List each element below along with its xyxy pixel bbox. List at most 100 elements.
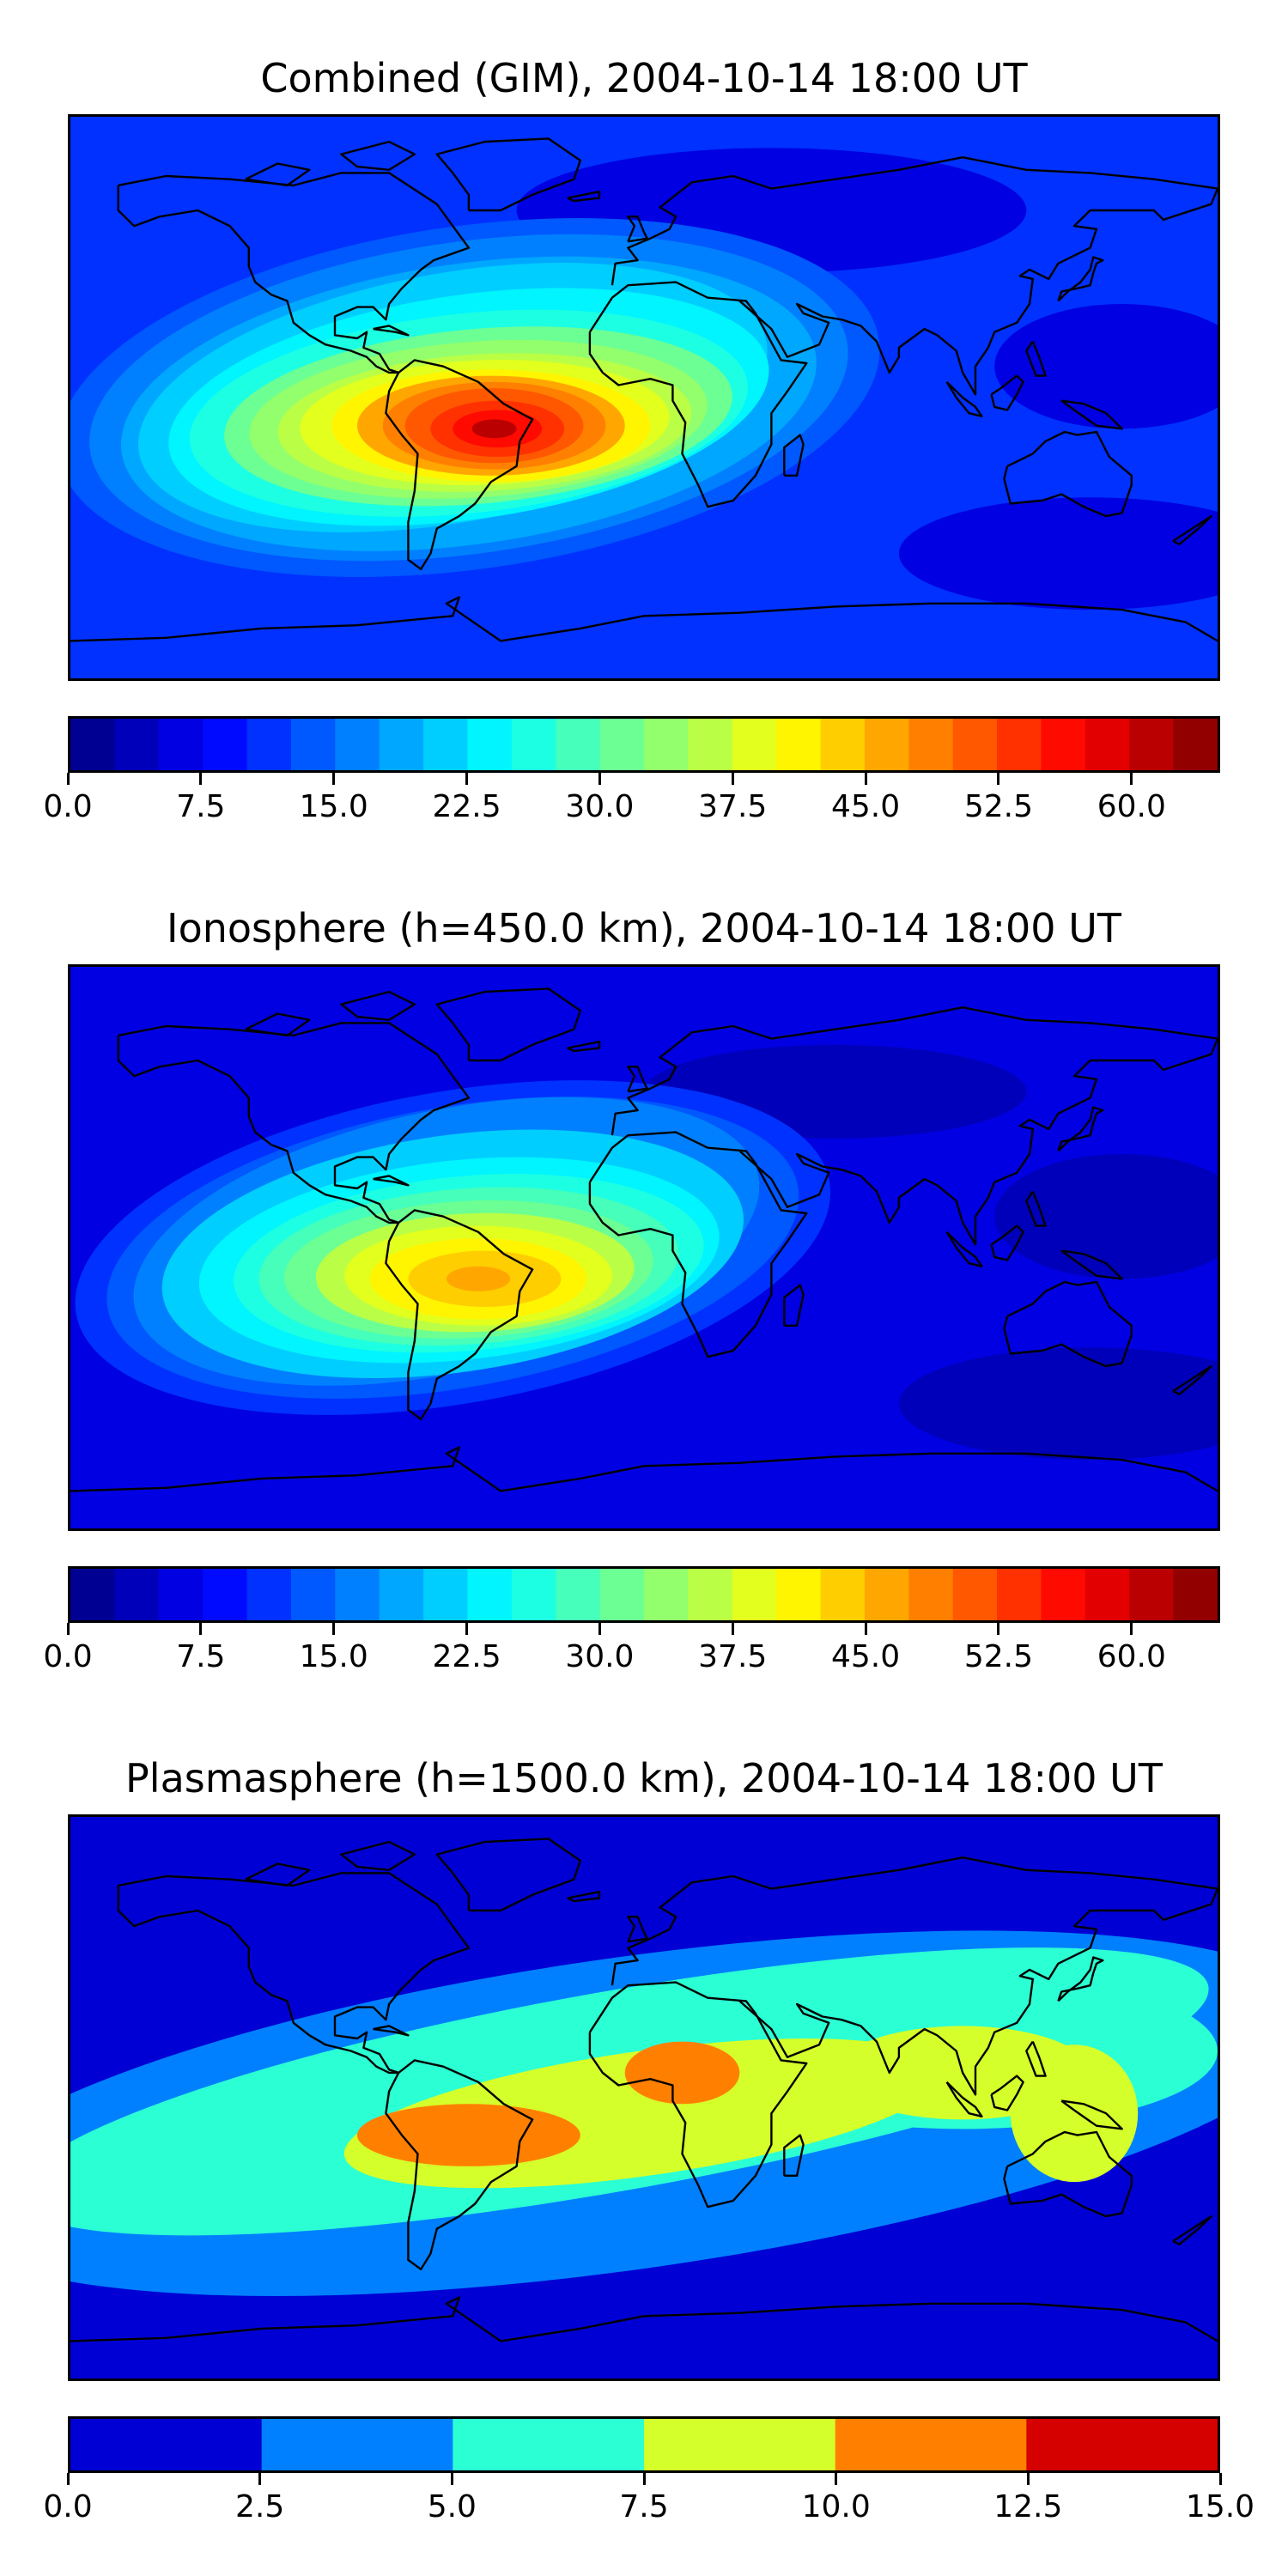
coastline [385, 2059, 534, 2270]
colorbar-segment [1173, 719, 1218, 770]
panel-2-map [68, 964, 1220, 1531]
coastline [435, 987, 581, 1062]
colorbar-tick-label: 2.5 [235, 2489, 285, 2524]
colorbar-segment [423, 1569, 469, 1620]
colorbar-segment [776, 1569, 822, 1620]
coastline [385, 359, 534, 570]
colorbar-tick [332, 773, 336, 785]
colorbar-tick-label: 10.0 [801, 2489, 871, 2524]
colorbar-tick [199, 1623, 203, 1635]
coastline [588, 281, 808, 508]
colorbar-segment [556, 1569, 601, 1620]
colorbar-tick-label: 30.0 [565, 789, 635, 824]
contour-band [624, 2041, 740, 2105]
colorbar-segment [599, 1569, 645, 1620]
colorbar-tick [1026, 2473, 1030, 2485]
coastline [245, 162, 311, 187]
coastline [945, 1230, 983, 1267]
colorbar-tick [1130, 1623, 1133, 1635]
coastline [1060, 399, 1123, 430]
colorbar-segment [908, 719, 954, 770]
colorbar-tick [450, 2473, 453, 2485]
colorbar-segment [644, 1569, 689, 1620]
coastline [1057, 1106, 1104, 1152]
coastline [1003, 430, 1133, 518]
colorbar-tick-label: 60.0 [1097, 1639, 1166, 1674]
colorbar-tick-label: 0.0 [43, 1639, 93, 1674]
coastline [1003, 1280, 1133, 1368]
coastline [738, 1038, 1218, 1246]
coastline [627, 216, 648, 243]
colorbar-segment [453, 2419, 645, 2470]
coastline [70, 1446, 1218, 1492]
coastline [373, 325, 410, 337]
colorbar-segment [1129, 1569, 1175, 1620]
colorbar-tick [835, 2473, 838, 2485]
colorbar-tick-label: 12.5 [993, 2489, 1063, 2524]
colorbar-tick-label: 45.0 [830, 789, 901, 824]
colorbar-tick-label: 0.0 [43, 2489, 93, 2524]
coastline [117, 1872, 471, 2075]
colorbar-tick [258, 2473, 262, 2485]
colorbar-segment [114, 1569, 160, 1620]
coastline [435, 137, 581, 212]
coastline [611, 1856, 1218, 1986]
coastline [1057, 256, 1104, 302]
panel-2-colorbar-ticks: 0.0 7.5 15.0 22.5 30.0 37.5 45.0 52.5 60.0 [43, 1623, 1220, 1674]
colorbar-segment [952, 719, 998, 770]
coastline [611, 156, 1218, 286]
colorbar-segment [644, 2419, 836, 2470]
colorbar-segment [1084, 1569, 1130, 1620]
colorbar-tick-label: 37.5 [698, 789, 768, 824]
coastline [245, 1862, 311, 1887]
colorbar-tick-label: 45.0 [830, 1639, 901, 1674]
colorbar-tick [332, 1623, 336, 1635]
coastline [1025, 1190, 1047, 1227]
colorbar-tick-label: 52.5 [963, 1639, 1033, 1674]
coastline [340, 1840, 416, 1871]
colorbar-segment [599, 719, 645, 770]
contour-band [1010, 2044, 1139, 2183]
colorbar-segment [644, 719, 689, 770]
contour-band [994, 1154, 1218, 1279]
colorbar-tick-label: 7.5 [176, 1639, 226, 1674]
colorbar-segment [952, 1569, 998, 1620]
coastline [611, 1006, 1218, 1136]
colorbar-segment [379, 719, 424, 770]
coastline [340, 140, 416, 171]
panel-3-colorbar-ticks: 0.0 2.5 5.0 7.5 10.0 12.5 15.0 [43, 2473, 1255, 2524]
colorbar-tick-label: 60.0 [1097, 789, 1166, 824]
panel-2-title: Ionosphere (h=450.0 km), 2004-10-14 18:0… [167, 905, 1121, 951]
panel-2-colorbar [68, 1566, 1220, 1623]
contour-band [898, 1347, 1218, 1461]
colorbar-tick [642, 2473, 646, 2485]
colorbar-segment [467, 1569, 513, 1620]
colorbar-tick-label: 15.0 [299, 1639, 368, 1674]
panel-3-map [68, 1814, 1220, 2381]
coastline [340, 990, 416, 1021]
colorbar-tick [731, 1623, 734, 1635]
colorbar-tick [997, 773, 1000, 785]
coastline [385, 1209, 534, 1420]
colorbar-segment [820, 1569, 866, 1620]
panel-1-colorbar [68, 716, 1220, 773]
colorbar-segment [688, 1569, 733, 1620]
colorbar-tick [199, 773, 203, 785]
colorbar-tick [598, 1623, 601, 1635]
colorbar-segment [1041, 719, 1086, 770]
coastline [1172, 2215, 1212, 2245]
coastline [945, 2081, 983, 2117]
coastline [1025, 340, 1047, 377]
colorbar-segment [70, 719, 115, 770]
colorbar-segment [467, 719, 513, 770]
colorbar-segment [70, 2419, 263, 2470]
colorbar-segment [423, 719, 469, 770]
coastline [783, 2134, 805, 2177]
coastline [1060, 2099, 1123, 2130]
colorbar-tick [465, 1623, 469, 1635]
coastline [1172, 1364, 1212, 1395]
coastline [245, 1012, 311, 1037]
coastline [990, 374, 1024, 411]
coastline [567, 1890, 601, 1903]
colorbar-tick-label: 7.5 [619, 2489, 669, 2524]
